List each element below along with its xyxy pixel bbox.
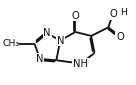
Text: O: O (109, 9, 117, 19)
Text: NH: NH (73, 59, 88, 69)
Text: O: O (116, 32, 124, 42)
Text: N: N (36, 54, 44, 64)
Text: O: O (72, 11, 79, 20)
Text: N: N (57, 36, 64, 46)
Text: CH₃: CH₃ (2, 39, 19, 48)
Text: H: H (120, 8, 127, 17)
Text: N: N (43, 28, 51, 38)
